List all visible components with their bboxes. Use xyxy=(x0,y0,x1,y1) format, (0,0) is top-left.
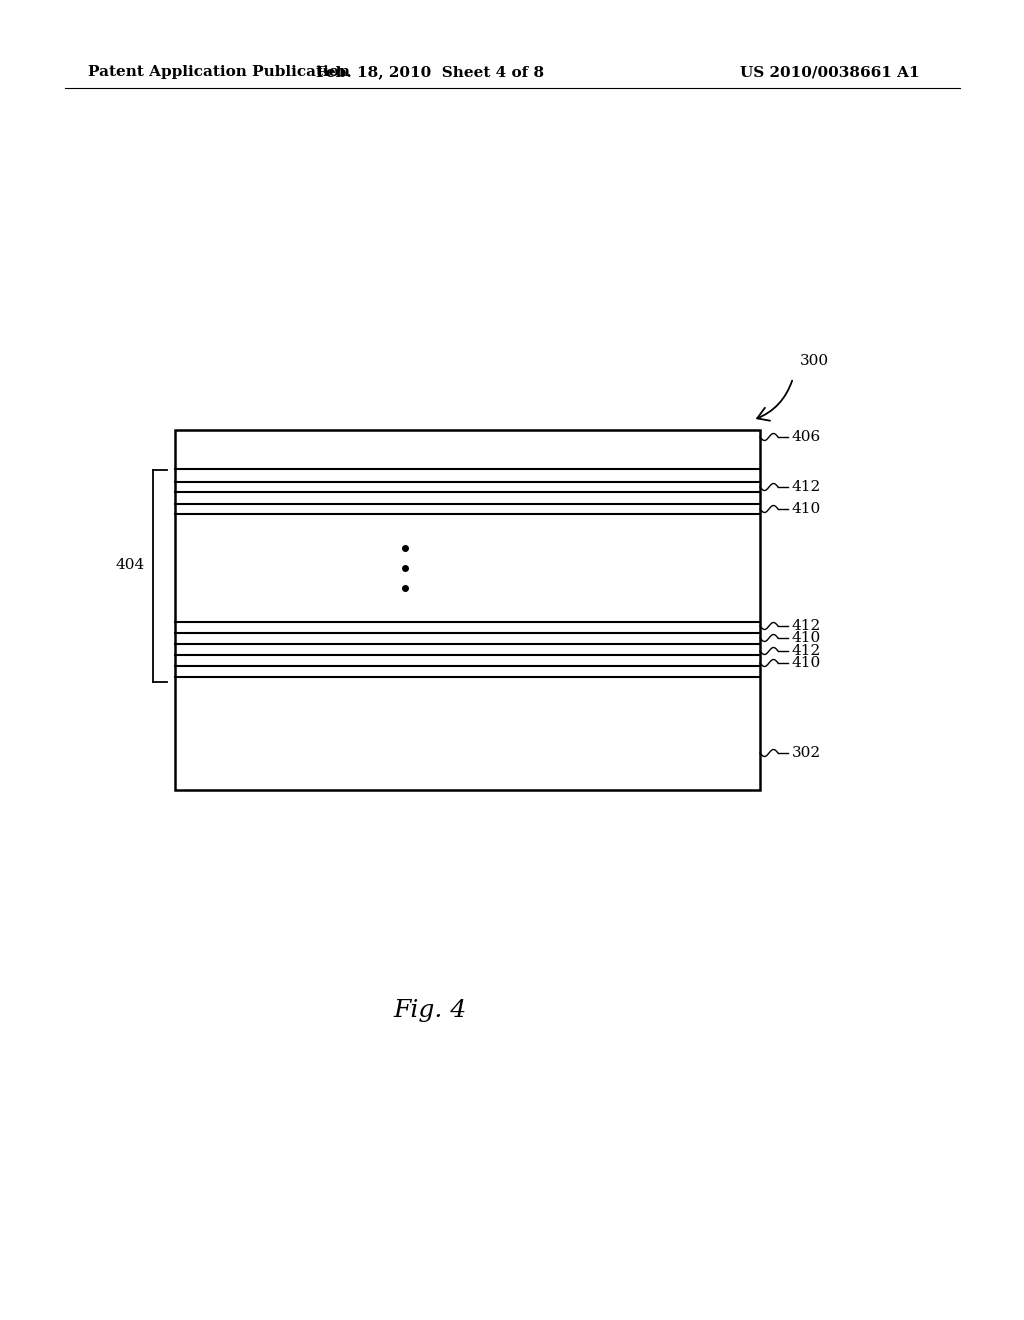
Text: Patent Application Publication: Patent Application Publication xyxy=(88,65,350,79)
Text: 302: 302 xyxy=(792,746,821,760)
Text: 300: 300 xyxy=(800,354,829,368)
Text: US 2010/0038661 A1: US 2010/0038661 A1 xyxy=(740,65,920,79)
Text: 412: 412 xyxy=(792,480,821,494)
Text: Fig. 4: Fig. 4 xyxy=(393,998,467,1022)
Text: 410: 410 xyxy=(792,656,821,671)
Text: Feb. 18, 2010  Sheet 4 of 8: Feb. 18, 2010 Sheet 4 of 8 xyxy=(316,65,544,79)
Text: 404: 404 xyxy=(116,558,145,572)
Text: 410: 410 xyxy=(792,631,821,645)
Text: 412: 412 xyxy=(792,644,821,657)
Text: 412: 412 xyxy=(792,619,821,634)
FancyArrowPatch shape xyxy=(757,380,793,421)
Text: 410: 410 xyxy=(792,502,821,516)
Bar xyxy=(175,430,760,789)
Text: 406: 406 xyxy=(792,430,821,444)
